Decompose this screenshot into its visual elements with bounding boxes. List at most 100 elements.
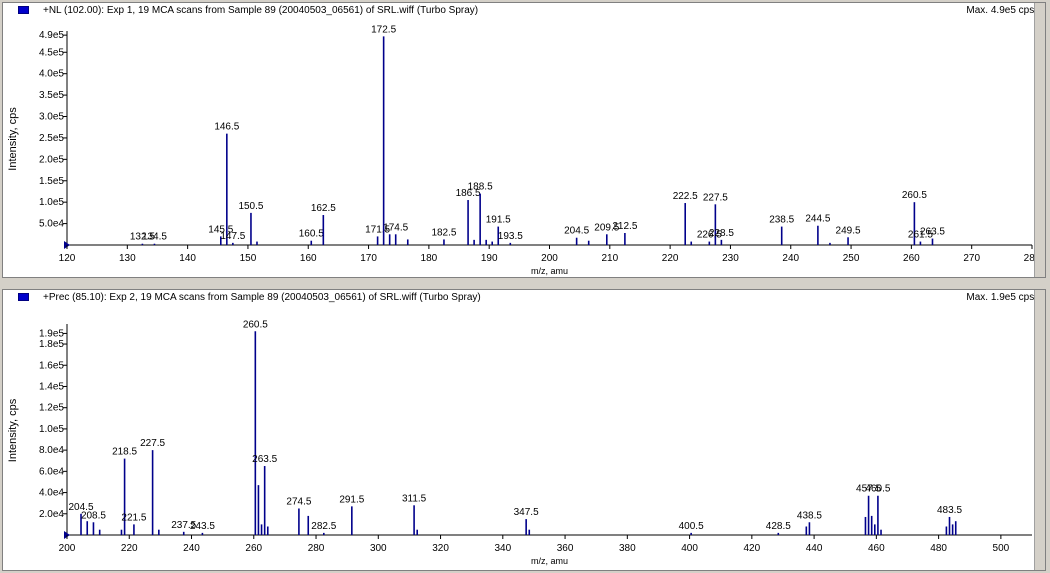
peak-label: 172.5	[371, 24, 396, 35]
trace-color-marker	[18, 293, 29, 301]
peak-label: 460.5	[865, 484, 890, 495]
spectrum-pane-prec: +Prec (85.10): Exp 2, 19 MCA scans from …	[2, 289, 1046, 571]
peak-label: 204.5	[564, 226, 589, 237]
peak-label: 191.5	[486, 215, 511, 226]
y-tick-label: 1.4e5	[39, 381, 64, 392]
x-tick-label: 120	[59, 253, 76, 264]
peak-label: 263.5	[920, 227, 945, 238]
x-tick-label: 250	[843, 253, 860, 264]
peak-label: 438.5	[797, 510, 822, 521]
y-axis-title: Intensity, cps	[7, 107, 19, 171]
x-tick-label: 260	[245, 543, 262, 554]
vertical-scrollbar[interactable]	[1034, 290, 1045, 570]
y-tick-label: 1.0e5	[39, 197, 64, 208]
x-tick-label: 160	[300, 253, 317, 264]
peak-label: 221.5	[121, 512, 146, 523]
y-tick-label: 4.9e5	[39, 30, 64, 41]
prec-spectrum-chart[interactable]: 200 220 240 260 280 300 320 340 360 380 400 420 440 4…	[3, 290, 1035, 570]
peak-label: 160.5	[299, 229, 324, 240]
y-tick-label: 6.0e4	[39, 466, 64, 477]
x-tick-label: 230	[722, 253, 739, 264]
peak-label: 282.5	[311, 521, 336, 532]
x-axis-title: m/z, amu	[531, 266, 568, 276]
peak-label: 274.5	[286, 496, 311, 507]
x-tick-label: 210	[601, 253, 618, 264]
y-tick-label: 3.0e5	[39, 112, 64, 123]
x-tick-label: 300	[370, 543, 387, 554]
peak-label: 147.5	[220, 231, 245, 242]
y-tick-label: 8.0e4	[39, 445, 64, 456]
x-tick-label: 150	[240, 253, 257, 264]
peak-label: 243.5	[190, 521, 215, 532]
x-tick-label: 200	[541, 253, 558, 264]
peak-label: 186.5	[456, 188, 481, 199]
peak-label: 162.5	[311, 203, 336, 214]
peak-label: 208.5	[81, 510, 106, 521]
x-tick-label: 140	[179, 253, 196, 264]
x-tick-label: 460	[868, 543, 885, 554]
peak-label: 182.5	[431, 227, 456, 238]
x-tick-label: 190	[481, 253, 498, 264]
peak-label: 222.5	[673, 191, 698, 202]
peak-label: 311.5	[402, 493, 427, 504]
peak-label: 174.5	[383, 222, 408, 233]
peak-label: 400.5	[679, 521, 704, 532]
peak-label: 188.5	[468, 182, 493, 193]
peak-label: 226.5	[697, 230, 722, 241]
pane-title: +NL (102.00): Exp 1, 19 MCA scans from S…	[43, 5, 479, 16]
peak-label: 457.5	[856, 484, 881, 495]
y-tick-label: 5.0e4	[39, 219, 64, 230]
x-tick-label: 440	[806, 543, 823, 554]
vertical-scrollbar[interactable]	[1034, 3, 1045, 277]
spectrum-pane-nl: +NL (102.00): Exp 1, 19 MCA scans from S…	[2, 2, 1046, 278]
x-tick-label: 360	[557, 543, 574, 554]
y-tick-label: 4.0e4	[39, 488, 64, 499]
peak-label: 227.5	[140, 438, 165, 449]
x-tick-label: 500	[993, 543, 1010, 554]
x-tick-label: 320	[432, 543, 449, 554]
peak-label: 209.5	[594, 222, 619, 233]
nl-spectrum-chart[interactable]: 120 130 140 150 160 170 180 190 200 210 220 230 240 2…	[3, 3, 1035, 277]
peak-label: 263.5	[252, 454, 277, 465]
y-tick-label: 1.9e5	[39, 328, 64, 339]
x-tick-label: 270	[963, 253, 980, 264]
peak-label: 228.5	[709, 228, 734, 239]
y-tick-label: 1.2e5	[39, 403, 64, 414]
x-axis-title: m/z, amu	[531, 556, 568, 566]
x-tick-label: 280	[1024, 253, 1035, 264]
peak-label: 249.5	[836, 225, 861, 236]
peak-label: 347.5	[514, 507, 539, 518]
peak-label: 227.5	[703, 192, 728, 203]
y-tick-label: 3.5e5	[39, 90, 64, 101]
x-tick-label: 280	[308, 543, 325, 554]
peak-label: 204.5	[68, 502, 93, 513]
x-tick-label: 400	[681, 543, 698, 554]
peak-label: 238.5	[769, 215, 794, 226]
y-axis-title: Intensity, cps	[7, 398, 19, 462]
peak-label: 291.5	[339, 494, 364, 505]
y-tick-label: 2.0e4	[39, 509, 64, 520]
max-intensity-label: Max. 1.9e5 cps.	[966, 292, 1037, 303]
peak-label: 146.5	[214, 122, 239, 133]
x-tick-label: 340	[494, 543, 511, 554]
peak-label: 150.5	[238, 201, 263, 212]
x-tick-label: 240	[782, 253, 799, 264]
x-tick-label: 180	[421, 253, 438, 264]
peak-label: 483.5	[937, 505, 962, 516]
peak-label: 218.5	[112, 447, 137, 458]
x-tick-label: 260	[903, 253, 920, 264]
y-tick-label: 4.0e5	[39, 69, 64, 80]
peak-label: 132.5	[130, 232, 155, 243]
peak-label: 171.5	[365, 224, 390, 235]
peak-label: 428.5	[766, 521, 791, 532]
y-tick-label: 1.5e5	[39, 176, 64, 187]
trace-color-marker	[18, 6, 29, 14]
y-tick-label: 2.0e5	[39, 154, 64, 165]
x-tick-label: 200	[59, 543, 76, 554]
pane-title: +Prec (85.10): Exp 2, 19 MCA scans from …	[43, 292, 481, 303]
peak-label: 260.5	[902, 190, 927, 201]
peak-label: 244.5	[805, 214, 830, 225]
y-tick-label: 1.6e5	[39, 360, 64, 371]
x-tick-label: 170	[360, 253, 377, 264]
peak-label: 260.5	[243, 319, 268, 330]
